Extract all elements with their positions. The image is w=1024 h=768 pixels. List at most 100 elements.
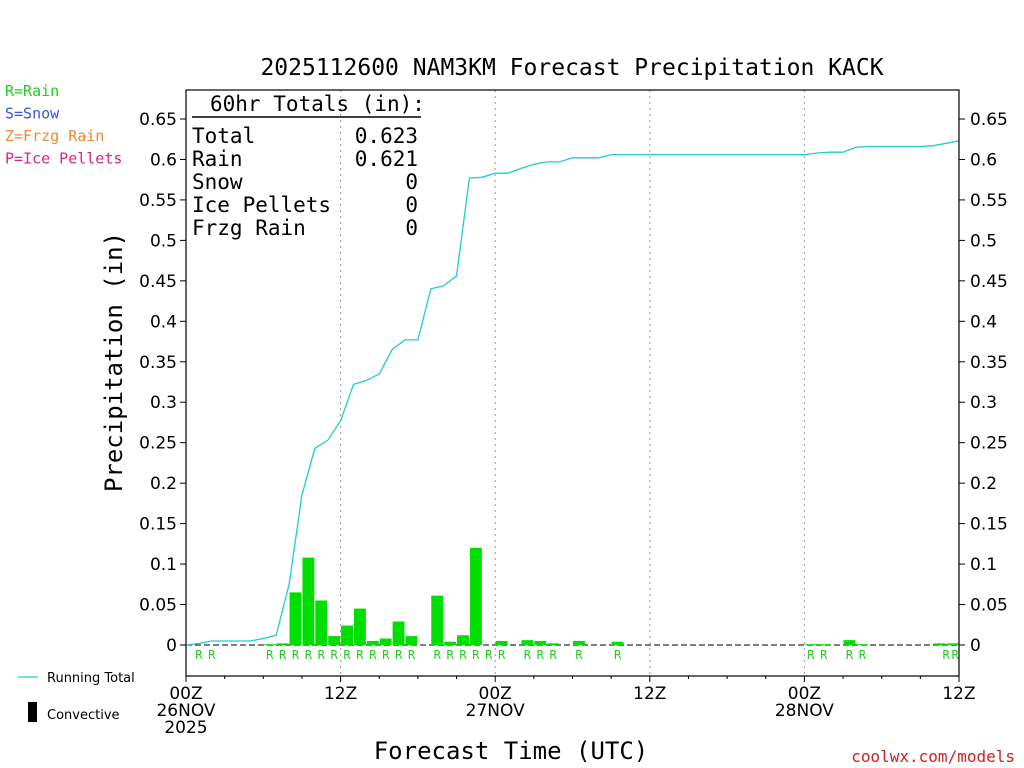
y-tick-label: 0.4 (150, 312, 177, 332)
precip-bar (946, 643, 959, 645)
precip-type-marker: R (575, 648, 583, 662)
totals-row-label: Total (192, 124, 255, 148)
totals-row-label: Frzg Rain (192, 216, 306, 240)
series-legend: Running Total Convective (18, 671, 135, 723)
y-ticks-right: 0 0.05 0.1 0.15 0.2 0.25 0.3 0.35 0.4 0.45 0.5 0.55… (959, 110, 1008, 656)
y-tick-label-right: 0.15 (970, 515, 1008, 535)
precip-type-marker: R (459, 648, 467, 662)
y-tick-label-right: 0.05 (970, 596, 1008, 616)
y-tick-label: 0.65 (139, 110, 177, 130)
precip-bar (573, 640, 585, 645)
totals-row-label: Rain (192, 147, 243, 171)
plot-frame (185, 89, 960, 677)
precip-bar (804, 644, 817, 645)
y-tick-label-right: 0.1 (970, 555, 997, 575)
x-tick-label: 12Z (942, 684, 975, 704)
precip-type-marker: R (498, 648, 506, 662)
precip-type-marker: R (279, 648, 287, 662)
precip-bar (315, 600, 328, 645)
precip-type-marker: R (382, 648, 390, 662)
y-tick-label: 0 (166, 636, 177, 656)
y-tick-label: 0.2 (150, 474, 177, 494)
precip-bar (843, 640, 856, 645)
y-tick-label: 0.15 (139, 515, 177, 535)
precip-type-marker: R (537, 648, 545, 662)
precip-type-marker: R (195, 648, 203, 662)
precip-type-marker: R (859, 648, 867, 662)
y-tick-label-right: 0.4 (970, 312, 997, 332)
x-tick-label: 00Z (788, 684, 821, 704)
precip-type-marker: R (266, 648, 274, 662)
y-tick-label: 0.45 (139, 272, 177, 292)
precip-type-marker: R (614, 648, 622, 662)
precip-type-legend: R=Rain S=Snow Z=Frzg Rain P=Ice Pellets (5, 82, 122, 168)
precip-bar (353, 608, 366, 645)
totals-row-value: 0.621 (355, 147, 418, 171)
precip-type-marker: R (472, 648, 480, 662)
precip-bar (379, 638, 392, 645)
precip-type-marker: R (846, 648, 854, 662)
convective-legend-swatch (28, 702, 37, 722)
precip-type-legend-item: S=Snow (5, 105, 60, 123)
y-tick-label-right: 0.65 (970, 110, 1008, 130)
x-tick-label: 28NOV (775, 701, 834, 721)
totals-row-value: 0 (405, 193, 418, 217)
precip-type-marker: R (331, 648, 339, 662)
precip-type-marker: R (524, 648, 532, 662)
precip-bar (405, 636, 418, 645)
y-tick-label: 0.5 (150, 231, 177, 251)
precip-bar (457, 635, 469, 645)
x-axis-label: Forecast Time (UTC) (374, 737, 649, 765)
precip-bar (469, 547, 482, 645)
y-axis-label: Precipitation (in) (100, 232, 128, 492)
axes (185, 89, 960, 677)
y-tick-label: 0.55 (139, 191, 177, 211)
precip-type-marker: R (942, 648, 950, 662)
chart-title: 2025112600 NAM3KM Forecast Precipitation… (260, 55, 883, 81)
precip-type-marker: R (343, 648, 351, 662)
y-tick-label-right: 0.35 (970, 353, 1008, 373)
y-tick-label: 0.35 (139, 353, 177, 373)
precip-type-marker: R (807, 648, 815, 662)
precip-type-marker: R (305, 648, 313, 662)
precip-bar (611, 641, 624, 645)
precip-type-marker: R (952, 648, 960, 662)
precip-bar (521, 640, 534, 645)
precip-bars (185, 140, 960, 646)
precip-type-marker: R (485, 648, 493, 662)
y-tick-label: 0.25 (139, 434, 177, 454)
precip-type-legend-item: P=Ice Pellets (5, 150, 122, 168)
credit-text: coolwx.com/models (851, 747, 1015, 766)
precip-bar (933, 643, 946, 645)
precip-type-marker: R (820, 648, 828, 662)
precip-type-marker: R (395, 648, 403, 662)
x-tick-label: 12Z (324, 684, 357, 704)
y-tick-label: 0.6 (150, 150, 177, 170)
precip-bar (534, 640, 547, 645)
x-tick-label: 00Z (169, 684, 202, 704)
precip-bar (444, 641, 457, 645)
precip-bar (302, 557, 315, 645)
y-ticks-left: 0 0.05 0.1 0.15 0.2 0.25 0.3 0.35 0.4 0.45 0.5 0.55… (139, 110, 186, 656)
precip-type-marker: R (292, 648, 300, 662)
precip-type-marker: R (408, 648, 416, 662)
y-tick-label: 0.05 (139, 596, 177, 616)
y-tick-label-right: 0.25 (970, 434, 1008, 454)
y-tick-label-right: 0.2 (970, 474, 997, 494)
precip-bar (856, 644, 869, 645)
y-tick-label-right: 0.45 (970, 272, 1008, 292)
precip-bar (341, 625, 353, 645)
precip-bar (263, 644, 276, 645)
precip-bar (328, 636, 341, 645)
precip-type-marker: R (318, 648, 326, 662)
precip-type-legend-item: Z=Frzg Rain (5, 127, 104, 145)
y-tick-label-right: 0 (970, 636, 981, 656)
precip-type-marker: R (434, 648, 442, 662)
y-tick-label: 0.1 (150, 555, 177, 575)
totals-row-value: 0 (405, 170, 418, 194)
precip-bar (276, 643, 289, 645)
convective-legend-label: Convective (47, 708, 120, 723)
